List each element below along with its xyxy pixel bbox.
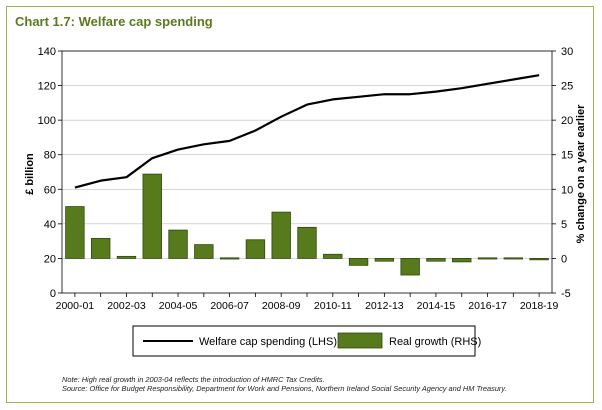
- y-tick-label-left: 40: [44, 219, 56, 231]
- bar: [478, 258, 497, 259]
- bar: [530, 258, 549, 259]
- legend-line-label: Welfare cap spending (LHS): [199, 336, 337, 348]
- y-tick-label-right: 15: [561, 150, 573, 162]
- legend: Welfare cap spending (LHS) Real growth (…: [133, 326, 481, 356]
- bar: [246, 240, 265, 259]
- bar: [452, 258, 471, 261]
- bar: [401, 258, 420, 275]
- y-tick-label-right: 30: [561, 46, 573, 58]
- bar: [324, 254, 343, 258]
- y-tick-label-left: 100: [38, 115, 56, 127]
- bar: [169, 230, 188, 258]
- bar: [91, 238, 110, 258]
- bar: [504, 258, 523, 259]
- y-tick-label-right: 5: [561, 219, 567, 231]
- x-tick-label: 2004-05: [159, 300, 198, 312]
- bar: [66, 207, 85, 259]
- bar: [272, 212, 291, 258]
- y-tick-label-right: -5: [561, 288, 571, 300]
- y-tick-label-right: 0: [561, 253, 567, 265]
- y-tick-label-left: 20: [44, 253, 56, 265]
- x-tick-label: 2000-01: [56, 300, 95, 312]
- chart-svg: 0 20 40 60 80 100 120 140 -5 0 5 10 15 20 25 30 2000-01 2…: [0, 0, 602, 410]
- y-tick-label-right: 10: [561, 184, 573, 196]
- x-tick-label: 2002-03: [107, 300, 146, 312]
- bar: [375, 258, 394, 261]
- chart-notes: Note: High real growth in 2003-04 reflec…: [62, 375, 507, 394]
- x-tick-label: 2018-19: [520, 300, 559, 312]
- line-series: [75, 75, 539, 187]
- x-tick-label: 2008-09: [262, 300, 301, 312]
- y-tick-label-right: 20: [561, 115, 573, 127]
- y-axis-label-left: £ billion: [24, 153, 36, 195]
- source-text: Source: Office for Budget Responsibility…: [62, 384, 507, 393]
- y-tick-label-left: 80: [44, 150, 56, 162]
- note-text: Note: High real growth in 2003-04 reflec…: [62, 375, 507, 384]
- x-tick-label: 2016-17: [468, 300, 507, 312]
- bar: [298, 227, 317, 258]
- y-tick-label-left: 140: [38, 46, 56, 58]
- x-tick-label: 2014-15: [417, 300, 456, 312]
- bar: [143, 174, 162, 258]
- x-tick-label: 2010-11: [314, 300, 352, 312]
- welfare-spending-line: [75, 75, 539, 187]
- y-axis-label-right: % change on a year earlier: [575, 104, 587, 244]
- bar: [349, 258, 368, 265]
- y-tick-label-left: 120: [38, 81, 56, 93]
- y-tick-label-left: 60: [44, 184, 56, 196]
- bar: [195, 245, 214, 259]
- bar: [117, 256, 136, 258]
- bar: [427, 258, 446, 261]
- y-tick-label-left: 0: [50, 288, 56, 300]
- bar: [220, 258, 239, 259]
- x-tick-label: 2012-13: [365, 300, 404, 312]
- legend-bar-swatch: [338, 333, 382, 348]
- legend-bar-label: Real growth (RHS): [389, 336, 481, 348]
- y-tick-label-right: 25: [561, 81, 573, 93]
- x-tick-label: 2006-07: [210, 300, 249, 312]
